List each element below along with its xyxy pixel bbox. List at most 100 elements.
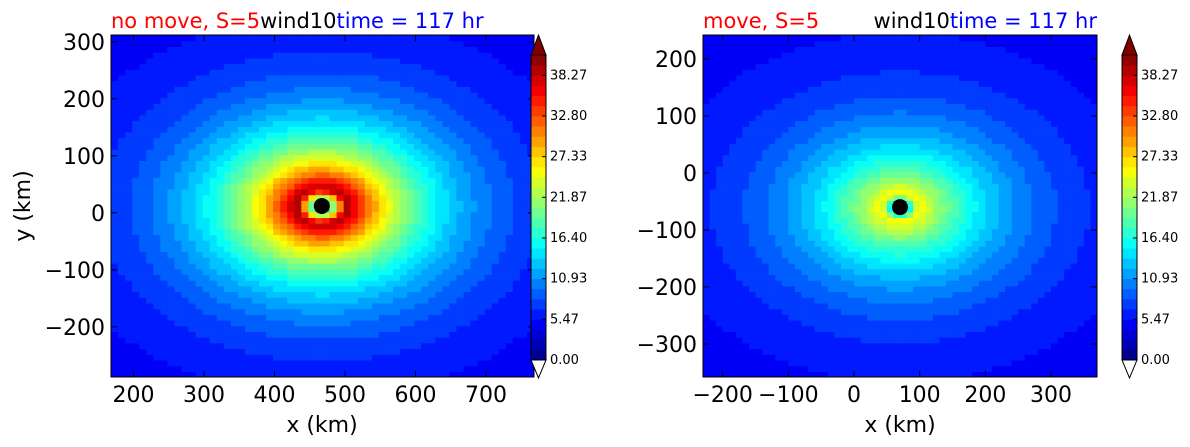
wind-cell — [280, 263, 288, 270]
wind-cell — [400, 257, 408, 264]
wind-cell — [294, 257, 302, 264]
wind-cell — [456, 120, 465, 127]
wind-cell — [519, 223, 528, 230]
wind-cell — [762, 371, 770, 377]
wind-cell — [174, 183, 183, 190]
wind-cell — [160, 274, 168, 281]
wind-cell — [729, 251, 737, 258]
wind-cell — [329, 52, 338, 59]
wind-cell — [301, 365, 309, 372]
wind-cell — [308, 263, 317, 270]
wind-cell — [449, 57, 458, 65]
wind-cell — [435, 228, 443, 236]
x-tick-label: 200 — [113, 383, 155, 408]
wind-cell — [1044, 263, 1052, 270]
wind-cell — [160, 103, 168, 110]
wind-cell — [202, 188, 211, 196]
wind-cell — [132, 206, 140, 213]
wind-cell — [788, 331, 796, 338]
wind-cell — [371, 348, 380, 355]
wind-cell — [456, 280, 465, 287]
wind-cell — [252, 234, 260, 241]
wind-cell — [329, 348, 338, 355]
wind-cell — [834, 257, 842, 264]
wind-cell — [1011, 263, 1019, 270]
wind-cell — [972, 285, 980, 293]
wind-cell — [259, 240, 267, 247]
wind-cell — [801, 314, 809, 321]
wind-cell — [1005, 365, 1013, 372]
wind-cell — [965, 285, 973, 293]
wind-cell — [287, 143, 295, 150]
wind-cell — [364, 274, 373, 281]
wind-cell — [400, 154, 408, 161]
wind-cell — [188, 342, 197, 350]
wind-cell — [385, 97, 394, 104]
wind-cell — [125, 263, 133, 270]
wind-cell — [893, 331, 901, 338]
wind-cell — [477, 365, 486, 372]
wind-cell — [237, 109, 246, 116]
wind-cell — [435, 160, 443, 167]
wind-cell — [301, 308, 309, 315]
wind-cell — [985, 291, 993, 298]
wind-cell — [111, 103, 119, 110]
wind-cell — [840, 342, 849, 350]
wind-cell — [139, 74, 147, 82]
wind-cell — [463, 348, 472, 355]
wind-cell — [978, 331, 986, 338]
wind-cell — [847, 291, 855, 298]
wind-cell — [294, 194, 302, 201]
wind-cell — [146, 348, 154, 355]
wind-cell — [873, 354, 881, 361]
wind-cell — [428, 131, 436, 139]
wind-cell — [491, 80, 500, 87]
wind-cell — [153, 211, 161, 218]
wind-cell — [139, 217, 147, 224]
wind-cell — [477, 57, 486, 65]
wind-cell — [153, 126, 161, 133]
wind-cell — [965, 274, 973, 281]
wind-cell — [1011, 291, 1019, 298]
wind-cell — [329, 325, 338, 332]
wind-cell — [364, 320, 373, 327]
wind-cell — [414, 280, 422, 287]
wind-cell — [111, 80, 119, 87]
wind-cell — [1005, 359, 1013, 367]
wind-cell — [463, 217, 472, 224]
wind-cell — [477, 359, 486, 367]
wind-cell — [350, 320, 359, 327]
wind-cell — [491, 103, 500, 110]
wind-cell — [230, 166, 239, 173]
wind-cell — [428, 337, 436, 344]
wind-cell — [1070, 337, 1078, 344]
wind-cell — [202, 206, 211, 213]
wind-cell — [385, 149, 394, 156]
wind-cell — [456, 200, 465, 207]
wind-cell — [280, 109, 288, 116]
wind-cell — [1011, 314, 1019, 321]
wind-cell — [442, 200, 450, 207]
wind-cell — [814, 291, 822, 298]
wind-cell — [1070, 257, 1078, 264]
wind-cell — [985, 371, 993, 377]
wind-cell — [847, 302, 855, 310]
wind-cell — [308, 171, 317, 179]
wind-cell — [873, 274, 881, 281]
wind-cell — [1090, 302, 1097, 310]
wind-cell — [945, 320, 954, 327]
wind-cell — [421, 160, 429, 167]
wind-cell — [202, 171, 211, 179]
wind-cell — [400, 80, 408, 87]
wind-cell — [294, 371, 302, 377]
wind-cell — [244, 359, 253, 367]
wind-cell — [991, 263, 1000, 270]
wind-cell — [801, 280, 809, 287]
wind-cell — [860, 285, 868, 293]
wind-cell — [273, 211, 281, 218]
wind-cell — [336, 69, 345, 76]
wind-cell — [167, 40, 176, 47]
wind-cell — [160, 74, 168, 82]
wind-cell — [991, 325, 1000, 332]
wind-cell — [153, 86, 161, 93]
